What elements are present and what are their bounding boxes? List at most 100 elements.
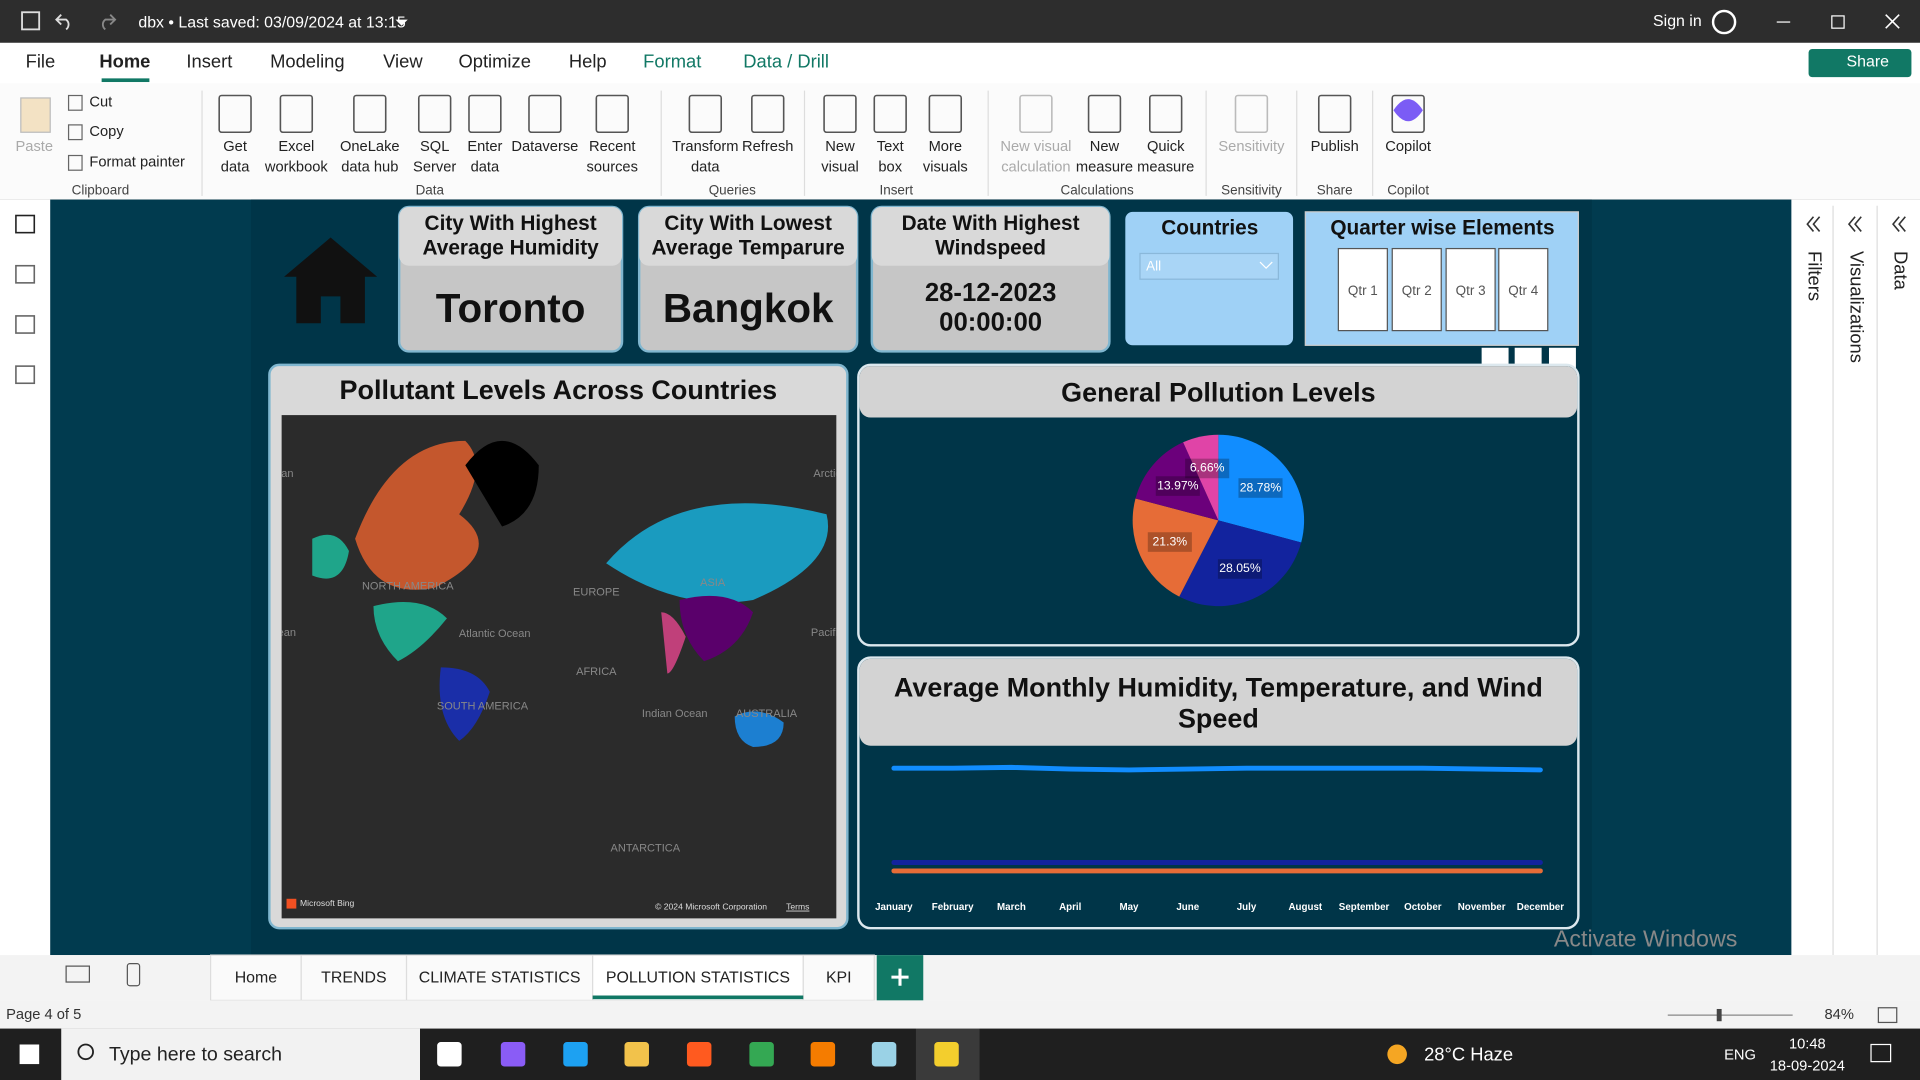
pane-label[interactable]: Filters xyxy=(1805,251,1826,301)
active-app xyxy=(915,1028,980,1080)
pie-label: 13.97% xyxy=(1157,478,1199,492)
map-label: Pacific Ocean xyxy=(811,627,879,639)
ribbon-button-label[interactable]: Quick xyxy=(1147,139,1185,155)
page-tab-label[interactable]: POLLUTION STATISTICS xyxy=(606,970,790,987)
map-label: NORTH AMERICA xyxy=(362,580,454,592)
ribbon-button-label[interactable]: measure xyxy=(1137,160,1194,176)
paste[interactable]: Paste xyxy=(16,139,54,155)
ribbon-button-label[interactable]: New visual xyxy=(1000,139,1071,155)
ribbon-button-label[interactable]: Excel xyxy=(278,139,314,155)
ribbon-button-label[interactable]: Dataverse xyxy=(511,139,578,155)
quarter-label[interactable]: Qtr 3 xyxy=(1456,283,1486,298)
slicer-dropdown xyxy=(1139,252,1279,280)
ribbon-small[interactable]: Cut xyxy=(89,95,112,111)
map-terms[interactable]: Terms xyxy=(786,902,809,912)
ribbon-button-label[interactable]: Transform xyxy=(672,139,738,155)
page-tab xyxy=(210,954,302,1002)
small-icon xyxy=(67,94,83,111)
quarter-label[interactable]: Qtr 1 xyxy=(1348,283,1378,298)
ribbon-button-label[interactable]: visual xyxy=(821,160,859,176)
map-title-box: Pollutant Levels Across Countries xyxy=(339,375,778,406)
ribbon-button-label[interactable]: More xyxy=(929,139,962,155)
ribbon-button-label[interactable]: box xyxy=(878,160,902,176)
file-title[interactable]: dbx • Last saved: 03/09/2024 at 13:15 xyxy=(138,14,405,31)
dropdown-chevron xyxy=(1259,261,1273,270)
ribbon-small[interactable]: Format painter xyxy=(89,155,185,171)
chart-title: General Pollution Levels xyxy=(1061,377,1376,409)
pie-label: 6.66% xyxy=(1190,461,1225,475)
ribbon-button-label[interactable]: workbook xyxy=(264,160,329,176)
map-label: ASIA xyxy=(700,577,726,589)
ribbon-button-label[interactable]: OneLake xyxy=(340,139,400,155)
ribbon-button-label[interactable]: Sensitivity xyxy=(1218,139,1285,155)
ribbon-button-label[interactable]: Get xyxy=(223,139,247,155)
map-title: Pollutant Levels Across Countries xyxy=(339,375,778,406)
chart-title-box: General Pollution Levels xyxy=(1061,377,1376,409)
menu-tab[interactable]: Home xyxy=(99,50,150,71)
taskbar-app xyxy=(563,1042,588,1067)
weather-icon xyxy=(1387,1044,1407,1065)
view-icon xyxy=(15,315,36,334)
ribbon-button-label[interactable]: sources xyxy=(587,160,638,176)
pane-label[interactable]: Visualizations xyxy=(1846,251,1867,363)
ribbon-icon xyxy=(417,94,452,134)
quarter-label[interactable]: Qtr 2 xyxy=(1402,283,1432,298)
menu-tab[interactable]: Data / Drill xyxy=(743,50,829,71)
ribbon-icon xyxy=(1317,94,1352,134)
menu-tab[interactable]: View xyxy=(383,50,423,71)
menu-tab[interactable]: Format xyxy=(643,50,701,71)
ribbon-button-label[interactable]: data xyxy=(221,160,250,176)
pane-label[interactable]: Data xyxy=(1890,251,1911,291)
ribbon-small[interactable]: Copy xyxy=(89,124,124,140)
ribbon-icon xyxy=(928,94,963,134)
menu-tab[interactable]: Help xyxy=(569,50,607,71)
ribbon-button-label[interactable]: data xyxy=(691,160,720,176)
ribbon-button-label[interactable]: visuals xyxy=(923,160,968,176)
ribbon-button-label[interactable]: calculation xyxy=(1001,160,1070,176)
menu-tab[interactable]: Insert xyxy=(186,50,232,71)
pie-label-bg xyxy=(1185,458,1230,479)
x-tick-label: March xyxy=(997,902,1026,913)
menu-tab[interactable]: Modeling xyxy=(270,50,345,71)
undo-icon xyxy=(55,14,70,31)
pie-label-bg xyxy=(1147,532,1192,552)
share[interactable]: Share xyxy=(1847,54,1890,71)
ribbon-button-label[interactable]: Text xyxy=(877,139,904,155)
ribbon-group: Queries xyxy=(709,183,756,198)
ribbon-button-label[interactable]: Refresh xyxy=(742,139,793,155)
ribbon-button-label[interactable]: Copilot xyxy=(1385,139,1431,155)
search-placeholder[interactable]: Type here to search xyxy=(109,1044,282,1066)
ribbon-button-label[interactable]: data xyxy=(471,160,500,176)
account-icon xyxy=(1711,9,1737,35)
ribbon-button-label[interactable]: Publish xyxy=(1311,139,1359,155)
ribbon-button-label[interactable]: New xyxy=(1090,139,1120,155)
ribbon-button-label[interactable]: Server xyxy=(413,160,456,176)
menu-tab[interactable]: Optimize xyxy=(458,50,530,71)
taskbar-app xyxy=(810,1042,836,1067)
ribbon-button-label[interactable]: data hub xyxy=(341,160,398,176)
taskbar-app xyxy=(437,1042,462,1067)
page-tab-label[interactable]: CLIMATE STATISTICS xyxy=(419,970,581,987)
clock-date: 18-09-2024 xyxy=(1770,1058,1845,1074)
page-tab-label[interactable]: KPI xyxy=(826,970,852,987)
ribbon-icon xyxy=(279,94,314,134)
right-panes xyxy=(1791,199,1920,956)
slicer-value[interactable]: All xyxy=(1146,259,1161,274)
menu-tab[interactable]: File xyxy=(26,50,56,71)
ribbon-button-label[interactable]: SQL xyxy=(420,139,449,155)
ribbon-button-label[interactable]: Enter xyxy=(467,139,502,155)
x-tick-label: September xyxy=(1339,902,1390,913)
page-tab-label[interactable]: TRENDS xyxy=(321,970,386,987)
ribbon-button-label[interactable]: New xyxy=(825,139,855,155)
card-title: Date With Highest Windspeed xyxy=(901,212,1080,260)
ribbon-button-label[interactable]: Recent xyxy=(589,139,636,155)
pie-label: 28.05% xyxy=(1219,561,1261,575)
sign-in[interactable]: Sign in xyxy=(1653,13,1702,30)
quarter-label[interactable]: Qtr 4 xyxy=(1508,283,1538,298)
page-tab-label[interactable]: Home xyxy=(235,970,278,987)
ribbon-icon xyxy=(873,94,907,134)
ribbon-button-label[interactable]: measure xyxy=(1076,160,1133,176)
x-tick-label: April xyxy=(1059,902,1082,913)
